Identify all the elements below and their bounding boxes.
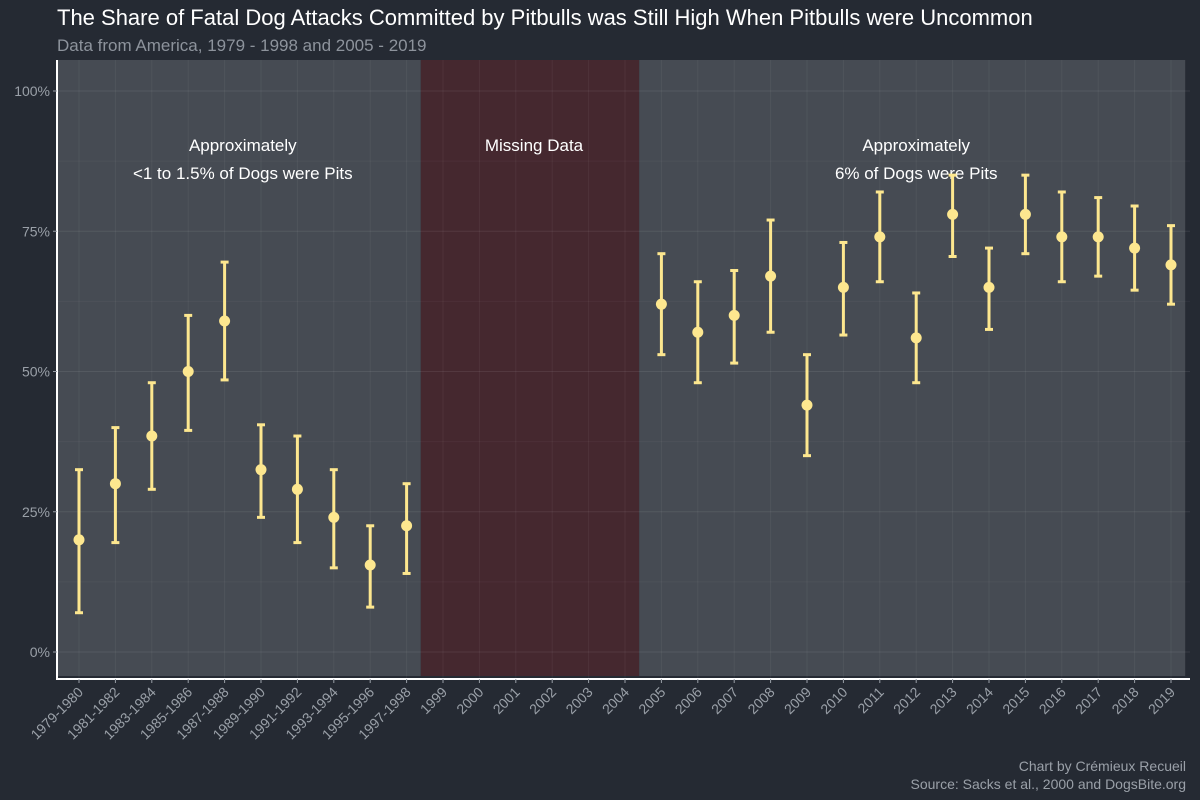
- x-tick-label: 2012: [890, 684, 923, 717]
- data-point: [1129, 242, 1141, 254]
- data-point: [655, 298, 667, 310]
- x-tick-label: 2014: [963, 684, 996, 717]
- x-tick-label: 2017: [1072, 684, 1105, 717]
- y-tick-label: 100%: [14, 83, 50, 99]
- y-tick-label: 50%: [22, 364, 50, 380]
- data-point: [255, 464, 267, 476]
- y-tick-label: 0%: [30, 644, 50, 660]
- chart-source: Source: Sacks et al., 2000 and DogsBite.…: [910, 776, 1187, 792]
- x-tick-label: 2005: [635, 684, 668, 717]
- x-tick-label: 2000: [453, 684, 486, 717]
- data-point: [364, 559, 376, 571]
- data-point: [1019, 208, 1031, 220]
- data-point: [291, 483, 303, 495]
- data-point: [401, 520, 413, 532]
- data-point: [801, 399, 813, 411]
- chart-credit: Chart by Crémieux Recueil: [1018, 758, 1186, 774]
- x-tick-label: 2002: [526, 684, 559, 717]
- x-tick-label: 2011: [854, 684, 887, 717]
- x-tick-label: 2018: [1108, 684, 1141, 717]
- chart-title: The Share of Fatal Dog Attacks Committed…: [57, 5, 1033, 30]
- x-tick-label: 2007: [708, 684, 741, 717]
- data-point: [728, 309, 740, 321]
- data-point: [328, 511, 340, 523]
- data-point: [983, 281, 995, 293]
- x-tick-label: 2016: [1036, 684, 1069, 717]
- x-tick-label: 2010: [817, 684, 850, 717]
- region-label-3-line-2: 6% of Dogs were Pits: [835, 164, 998, 183]
- data-point: [874, 231, 886, 243]
- region-label-1-line-1: Approximately: [189, 136, 297, 155]
- x-tick-label: 2009: [781, 684, 814, 717]
- data-point: [1092, 231, 1104, 243]
- data-point: [182, 366, 194, 377]
- data-point: [765, 270, 777, 282]
- region-label-2-line-1: Missing Data: [485, 136, 584, 155]
- data-point: [837, 281, 849, 293]
- data-point: [219, 315, 231, 327]
- x-tick-label: 2019: [1145, 684, 1178, 717]
- data-point: [1165, 259, 1177, 271]
- data-point: [947, 208, 959, 220]
- x-tick-label: 2015: [999, 684, 1032, 717]
- data-point: [109, 478, 121, 490]
- x-tick-label: 2008: [744, 684, 777, 717]
- y-tick-label: 25%: [22, 504, 50, 520]
- x-tick-label: 2001: [490, 684, 523, 717]
- x-tick-label: 2006: [672, 684, 705, 717]
- data-point: [1056, 231, 1068, 243]
- x-tick-label: 2004: [599, 684, 632, 717]
- region-label-3-line-1: Approximately: [862, 136, 970, 155]
- data-point: [910, 332, 922, 344]
- y-tick-label: 75%: [22, 223, 50, 239]
- x-tick-label: 1999: [417, 684, 450, 717]
- data-point: [73, 534, 85, 546]
- region-band-3: [639, 60, 1186, 676]
- region-band-1: [56, 60, 421, 676]
- x-tick-label: 2003: [562, 684, 595, 717]
- data-point: [146, 430, 158, 442]
- chart-subtitle: Data from America, 1979 - 1998 and 2005 …: [57, 36, 427, 55]
- x-tick-label: 2013: [926, 684, 959, 717]
- region-label-1-line-2: <1 to 1.5% of Dogs were Pits: [133, 164, 353, 183]
- region-band-2: [420, 60, 640, 676]
- data-point: [692, 326, 704, 338]
